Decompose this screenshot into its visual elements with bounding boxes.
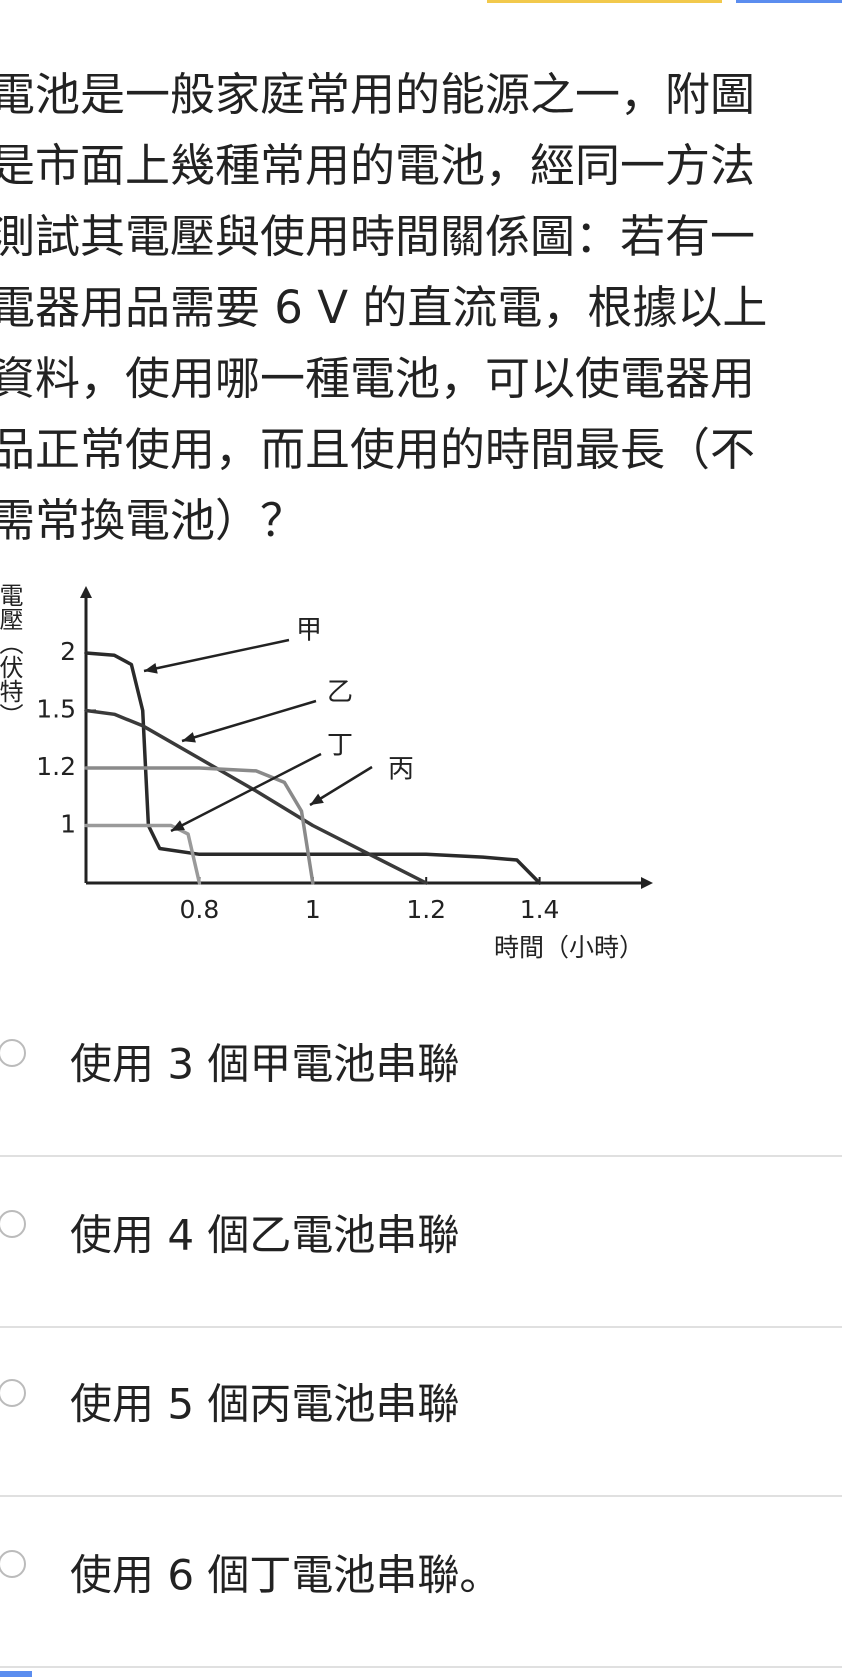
option-text[interactable]: 使用 6 個丁電池串聯。 xyxy=(70,1551,501,1600)
question-line: 需常換電池）？ xyxy=(0,494,305,547)
series-label: 丁 xyxy=(327,731,353,761)
option-text[interactable]: 使用 5 個丙電池串聯 xyxy=(70,1380,459,1429)
annotation-arrowhead xyxy=(171,820,185,831)
series-label: 丙 xyxy=(388,755,414,785)
annotation-arrow xyxy=(170,752,322,833)
y-axis-title: 電壓（伏特） xyxy=(0,583,23,727)
annotation-arrow xyxy=(181,699,317,743)
annotation-arrowhead xyxy=(182,732,196,743)
radio-button[interactable] xyxy=(0,1550,26,1578)
series-line xyxy=(84,708,428,885)
y-tick-label: 1 xyxy=(60,810,76,839)
y-tick-label: 2 xyxy=(60,637,76,666)
x-tick-label: 1.2 xyxy=(406,895,446,924)
series-label: 甲 xyxy=(296,616,322,646)
series-label: 乙 xyxy=(327,678,353,708)
series-line xyxy=(84,651,542,885)
question-line: 電池是一般家庭常用的能源之一，附圖 xyxy=(0,68,755,121)
y-tick-label: 1.2 xyxy=(36,752,76,781)
tab-indicator xyxy=(736,0,842,3)
bottom-indicator xyxy=(0,1671,32,1677)
question-line: 是市面上幾種常用的電池，經同一方法 xyxy=(0,139,755,192)
y-tick-label: 1.5 xyxy=(36,695,76,724)
x-tick-label: 1.4 xyxy=(520,895,560,924)
chart: 1 1.2 1.5 2 0.8 1 1.2 1.4 時間（小時） 電壓（伏特） 甲乙丙 丁 xyxy=(0,583,653,962)
series-line xyxy=(84,766,315,885)
radio-button[interactable] xyxy=(0,1039,26,1067)
annotation-arrow xyxy=(143,638,290,673)
series-line xyxy=(84,823,202,885)
annotation-arrowhead xyxy=(310,793,324,805)
x-axis-arrow xyxy=(641,877,653,889)
question-line: 測試其電壓與使用時間關係圖：若有一 xyxy=(0,210,755,263)
question-line: 資料，使用哪一種電池，可以使電器用 xyxy=(0,352,755,405)
question-line: 電器用品需要 6 V 的直流電，根據以上 xyxy=(0,281,767,334)
question-line: 品正常使用，而且使用的時間最長（不 xyxy=(0,423,755,476)
tab-indicator xyxy=(487,0,722,3)
radio-button[interactable] xyxy=(0,1210,26,1238)
option-text[interactable]: 使用 3 個甲電池串聯 xyxy=(70,1040,459,1089)
option-text[interactable]: 使用 4 個乙電池串聯 xyxy=(70,1211,459,1260)
x-axis-title: 時間（小時） xyxy=(494,933,644,962)
x-tick-label: 1 xyxy=(305,895,321,924)
y-axis-arrow xyxy=(80,586,92,598)
annotation-arrowhead xyxy=(144,662,158,674)
x-tick-label: 0.8 xyxy=(180,895,220,924)
radio-button[interactable] xyxy=(0,1379,26,1407)
